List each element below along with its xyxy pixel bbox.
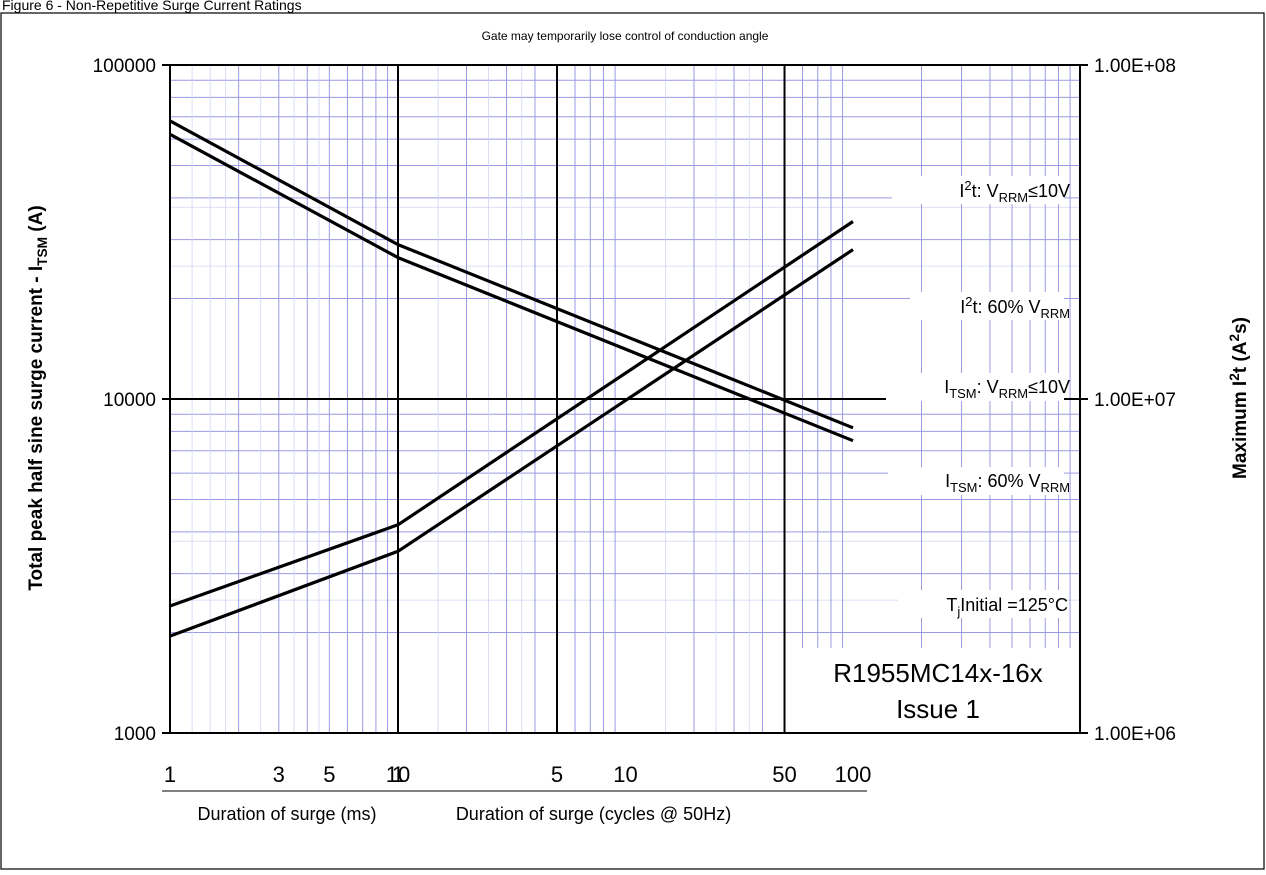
x-tick-label: 5: [323, 762, 335, 787]
tj-label-bg: [898, 590, 1066, 618]
series-line-4: [169, 132, 854, 443]
tj-annotation: TjInitial =125°C: [946, 595, 1068, 619]
series-line-2: [169, 248, 854, 638]
x-tick-label: 3: [273, 762, 285, 787]
part-number: R1955MC14x-16x: [833, 658, 1043, 688]
y-tick-label-left: 10000: [103, 390, 156, 411]
caption-mask: [0, 0, 480, 12]
series-label-itsm-10v: ITSM: VRRM≤10V: [944, 377, 1070, 401]
x-axis: 1 3 5 10 Duration of surge (ms) 1 5 10 50 100 Dura…: [162, 762, 871, 824]
label-bg: [910, 292, 1064, 320]
y-tick-label-right: 1.00E+08: [1094, 56, 1176, 77]
label-bg: [886, 373, 1064, 401]
label-bg: [892, 176, 1064, 204]
y-axis-left-label: Total peak half sine surge current - ITS…: [26, 205, 50, 590]
series-lines: [169, 119, 854, 638]
series-label-i2t-60: I2t: 60% VRRM: [960, 294, 1070, 321]
x-segment-label: Duration of surge (cycles @ 50Hz): [456, 804, 731, 824]
y-tick-label-right: 1.00E+06: [1094, 724, 1176, 745]
x-tick-label: 50: [772, 762, 796, 787]
x-tick-label: 10: [386, 762, 410, 787]
chart-title: Gate may temporarily lose control of con…: [482, 29, 769, 43]
y-axis-right-label: Maximum I2t (A2s): [1227, 317, 1251, 479]
label-bg: [888, 467, 1064, 495]
x-segment-label: Duration of surge (ms): [197, 804, 376, 824]
y-tick-label-left: 1000: [114, 724, 156, 745]
x-tick-label: 5: [551, 762, 563, 787]
x-tick-label: 1: [392, 762, 404, 787]
figure-outer-border: [0, 12, 1265, 870]
x-tick-label: 1: [164, 762, 176, 787]
x-tick-label: 10: [613, 762, 637, 787]
series-label-itsm-60: ITSM: 60% VRRM: [945, 471, 1070, 495]
y-tick-label-left: 100000: [93, 56, 156, 77]
series-label-i2t-10v: I2t: VRRM≤10V: [959, 178, 1070, 205]
x-tick-label: 100: [835, 762, 872, 787]
series-labels: I2t: VRRM≤10V I2t: 60% VRRM ITSM: VRRM≤1…: [886, 176, 1070, 495]
issue-label: Issue 1: [896, 694, 980, 724]
part-info-box: [800, 648, 1076, 732]
series-line-1: [169, 220, 854, 608]
y-axis-right: 1.00E+06 1.00E+07 1.00E+08: [1080, 56, 1176, 745]
y-axis-left: 1000 10000 100000: [93, 56, 170, 745]
series-line-3: [169, 119, 854, 430]
figure-caption: Figure 6 - Non-Repetitive Surge Current …: [2, 0, 302, 13]
y-tick-label-right: 1.00E+07: [1094, 390, 1176, 411]
